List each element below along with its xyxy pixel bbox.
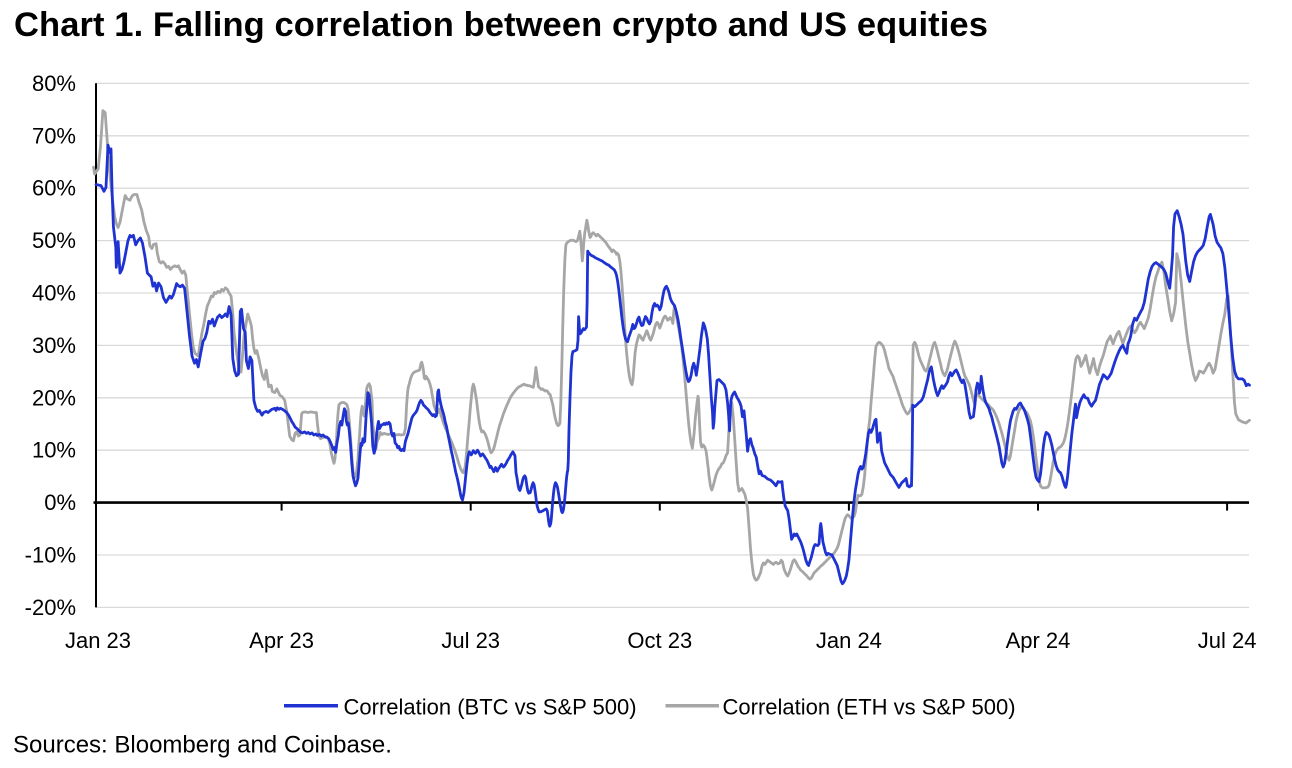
- svg-text:60%: 60%: [32, 176, 76, 201]
- svg-text:Apr 23: Apr 23: [249, 628, 314, 653]
- svg-text:Jan 23: Jan 23: [65, 628, 131, 653]
- svg-text:Sources: Bloomberg and Coinbas: Sources: Bloomberg and Coinbase.: [13, 732, 392, 759]
- svg-text:40%: 40%: [32, 281, 76, 306]
- svg-text:Jan 24: Jan 24: [816, 628, 882, 653]
- svg-text:Correlation (ETH vs S&P 500): Correlation (ETH vs S&P 500): [723, 695, 1016, 720]
- svg-text:50%: 50%: [32, 228, 76, 253]
- svg-text:Jul 23: Jul 23: [441, 628, 500, 653]
- svg-text:30%: 30%: [32, 333, 76, 358]
- svg-text:0%: 0%: [44, 490, 76, 515]
- svg-text:Apr 24: Apr 24: [1006, 628, 1071, 653]
- svg-text:20%: 20%: [32, 385, 76, 410]
- svg-text:80%: 80%: [32, 71, 76, 96]
- svg-text:Oct 23: Oct 23: [627, 628, 692, 653]
- svg-text:70%: 70%: [32, 123, 76, 148]
- svg-text:10%: 10%: [32, 438, 76, 463]
- svg-text:-10%: -10%: [25, 543, 76, 568]
- svg-text:Jul 24: Jul 24: [1198, 628, 1257, 653]
- svg-text:-20%: -20%: [25, 595, 76, 620]
- svg-text:Correlation (BTC vs S&P 500): Correlation (BTC vs S&P 500): [344, 695, 637, 720]
- svg-text:Chart 1. Falling correlation b: Chart 1. Falling correlation between cry…: [14, 6, 988, 44]
